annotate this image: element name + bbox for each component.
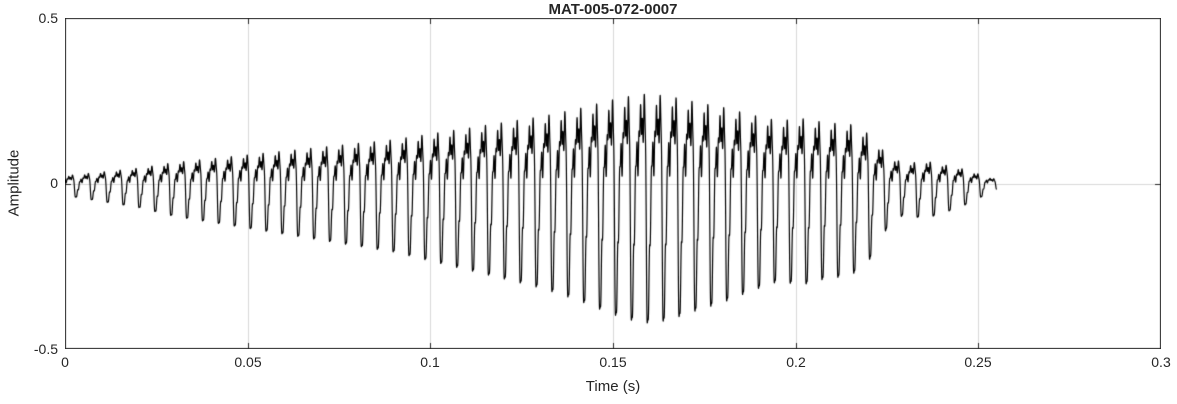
y-tick-label: 0 [50,175,58,191]
x-tick-label: 0.15 [599,354,627,370]
x-tick-label: 0.1 [420,354,440,370]
waveform-canvas [65,18,1161,349]
x-tick-label: 0.3 [1151,354,1171,370]
x-tick-label: 0.05 [234,354,262,370]
chart-title: MAT-005-072-0007 [548,1,678,18]
x-tick-label: 0 [61,354,69,370]
plot-area [65,18,1161,349]
x-axis-label: Time (s) [585,378,641,395]
y-tick-label: -0.5 [33,341,58,357]
x-tick-label: 0.25 [964,354,992,370]
x-tick-label: 0.2 [786,354,806,370]
y-tick-label: 0.5 [38,10,58,26]
